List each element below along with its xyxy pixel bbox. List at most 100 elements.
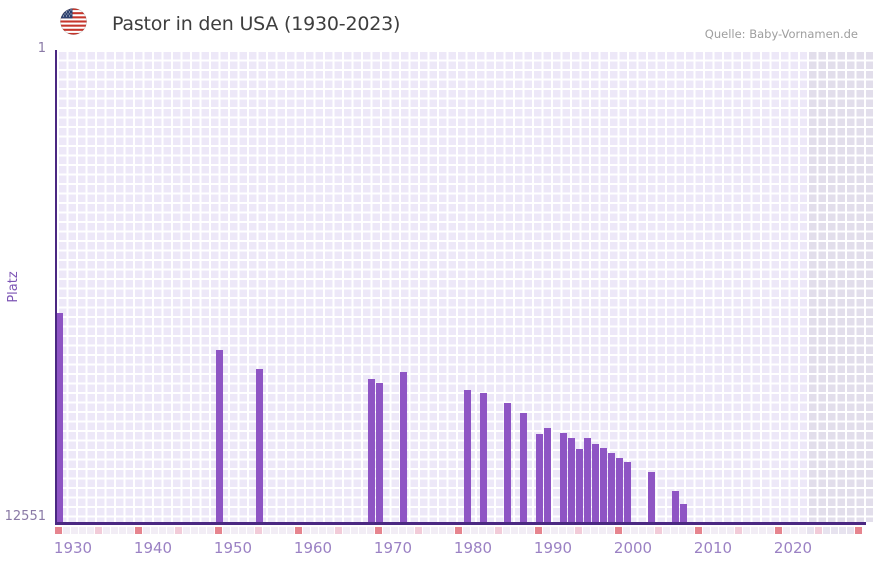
year-tick-1935	[95, 526, 102, 534]
year-tick-2010	[695, 526, 702, 534]
y-axis-title: Platz	[6, 271, 21, 303]
year-tick-1952	[231, 526, 238, 534]
year-tick-1940	[135, 526, 142, 534]
bar-1990[interactable]	[536, 434, 543, 522]
year-tick-2012	[711, 526, 718, 534]
x-axis-label-1930: 1930	[53, 539, 93, 557]
year-tick-2008	[679, 526, 686, 534]
year-tick-1946	[183, 526, 190, 534]
year-tick-2000	[615, 526, 622, 534]
bar-1930[interactable]	[56, 312, 63, 522]
year-tick-1975	[415, 526, 422, 534]
year-tick-2023	[799, 526, 806, 534]
bar-2007[interactable]	[672, 491, 679, 522]
year-tick-2024	[807, 526, 814, 534]
year-tick-1967	[351, 526, 358, 534]
year-tick-1978	[439, 526, 446, 534]
bar-1955[interactable]	[256, 368, 263, 522]
bar-1999[interactable]	[608, 453, 615, 522]
year-tick-1965	[335, 526, 342, 534]
year-tick-1960	[295, 526, 302, 534]
bar-1988[interactable]	[520, 412, 527, 522]
year-tick-1951	[223, 526, 230, 534]
year-tick-1955	[255, 526, 262, 534]
year-tick-2021	[783, 526, 790, 534]
year-tick-1980	[455, 526, 462, 534]
year-tick-1994	[567, 526, 574, 534]
year-tick-1986	[503, 526, 510, 534]
bar-2004[interactable]	[648, 472, 655, 522]
year-tick-1972	[391, 526, 398, 534]
chart-title: Pastor in den USA (1930-2023)	[112, 13, 401, 35]
bar-1995[interactable]	[576, 449, 583, 522]
bar-1997[interactable]	[592, 444, 599, 522]
year-tick-2001	[623, 526, 630, 534]
year-tick-1977	[431, 526, 438, 534]
bar-1981[interactable]	[464, 389, 471, 522]
year-tick-2014	[727, 526, 734, 534]
year-tick-2022	[791, 526, 798, 534]
year-tick-1959	[287, 526, 294, 534]
year-tick-2002	[631, 526, 638, 534]
bar-1993[interactable]	[560, 433, 567, 522]
future-no-data-region	[807, 50, 873, 522]
year-tick-2011	[703, 526, 710, 534]
year-tick-2025	[815, 526, 822, 534]
bar-2008[interactable]	[680, 504, 687, 522]
bar-1994[interactable]	[568, 437, 575, 522]
year-tick-1981	[463, 526, 470, 534]
bar-1998[interactable]	[600, 447, 607, 522]
year-tick-1936	[103, 526, 110, 534]
x-axis-label-1960: 1960	[293, 539, 333, 557]
year-tick-1996	[583, 526, 590, 534]
x-axis-label-2020: 2020	[773, 539, 813, 557]
us-flag-icon	[60, 8, 87, 35]
y-axis-tick-top: 1	[37, 41, 46, 56]
bar-1970[interactable]	[376, 383, 383, 522]
year-tick-1962	[311, 526, 318, 534]
bar-1969[interactable]	[368, 379, 375, 522]
year-tick-1973	[399, 526, 406, 534]
year-tick-1970	[375, 526, 382, 534]
year-tick-1997	[591, 526, 598, 534]
year-tick-1939	[127, 526, 134, 534]
year-tick-2028	[839, 526, 846, 534]
year-tick-1942	[151, 526, 158, 534]
year-tick-1953	[239, 526, 246, 534]
x-axis-label-1970: 1970	[373, 539, 413, 557]
bar-1986[interactable]	[504, 403, 511, 522]
source-attribution: Quelle: Baby-Vornamen.de	[704, 27, 858, 41]
bar-1950[interactable]	[216, 350, 223, 522]
year-tick-1974	[407, 526, 414, 534]
x-axis-label-2010: 2010	[693, 539, 733, 557]
bar-1996[interactable]	[584, 438, 591, 522]
y-axis-tick-bottom: 12551	[4, 509, 46, 524]
year-tick-1982	[471, 526, 478, 534]
year-tick-2005	[655, 526, 662, 534]
bar-1973[interactable]	[400, 371, 407, 522]
bar-2000[interactable]	[616, 457, 623, 522]
x-axis-label-1940: 1940	[133, 539, 173, 557]
year-tick-2027	[831, 526, 838, 534]
x-axis-label-2000: 2000	[613, 539, 653, 557]
year-tick-1987	[511, 526, 518, 534]
year-tick-1964	[327, 526, 334, 534]
year-tick-1993	[559, 526, 566, 534]
year-tick-1931	[63, 526, 70, 534]
year-tick-1957	[271, 526, 278, 534]
year-tick-2018	[759, 526, 766, 534]
bar-1991[interactable]	[544, 428, 551, 522]
year-tick-2004	[647, 526, 654, 534]
year-tick-1943	[159, 526, 166, 534]
year-tick-1999	[607, 526, 614, 534]
year-tick-1941	[143, 526, 150, 534]
year-tick-1979	[447, 526, 454, 534]
year-tick-2013	[719, 526, 726, 534]
year-tick-1998	[599, 526, 606, 534]
year-tick-1991	[543, 526, 550, 534]
bar-1983[interactable]	[480, 392, 487, 522]
year-tick-1968	[359, 526, 366, 534]
year-tick-1985	[495, 526, 502, 534]
bar-2001[interactable]	[624, 461, 631, 522]
y-axis-line	[55, 50, 57, 524]
